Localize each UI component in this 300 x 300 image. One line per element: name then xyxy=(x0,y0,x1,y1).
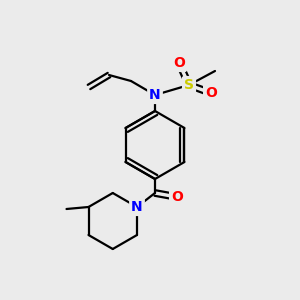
Text: N: N xyxy=(131,200,143,214)
Text: O: O xyxy=(173,56,185,70)
Text: O: O xyxy=(205,86,217,100)
Text: O: O xyxy=(171,190,183,204)
Text: S: S xyxy=(184,78,194,92)
Text: N: N xyxy=(149,88,161,102)
